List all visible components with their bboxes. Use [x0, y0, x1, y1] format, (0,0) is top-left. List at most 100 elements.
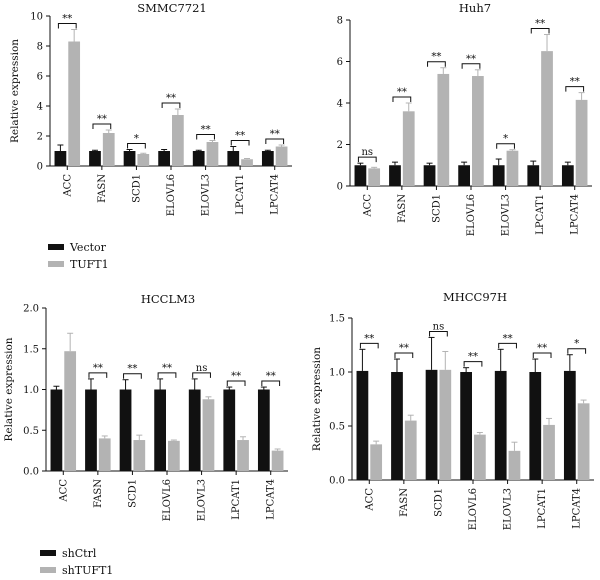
chart4-bar-s2-2 [439, 369, 452, 480]
chart2-category-label-0: ACC [362, 194, 373, 218]
chart1-bar-s2-0 [68, 41, 81, 166]
chart3-bar-s1-1 [85, 389, 97, 471]
chart3-sig-label-3: ** [162, 363, 172, 374]
chart1-sig-label-0: ** [62, 14, 72, 25]
chart4-bar-s1-1 [391, 372, 403, 480]
legend-bottom: shCtrl shTUFT1 [40, 546, 113, 580]
chart3-bar-s2-2 [133, 440, 146, 471]
chart1-title: SMMC7721 [137, 1, 207, 15]
chart1-sig-bracket-3 [161, 102, 181, 108]
legend-label-shctrl: shCtrl [62, 546, 97, 560]
chart4-category-label-6: LPCAT4 [572, 488, 583, 529]
chart1-category-label-0: ACC [62, 174, 73, 198]
chart4-ytick-label-3: 1.5 [329, 314, 345, 325]
chart3-bar-s2-1 [98, 438, 111, 471]
legend-item-shctrl: shCtrl [40, 546, 113, 560]
chart2-sig-bracket-6 [565, 86, 585, 92]
chart3-category-label-5: LPCAT1 [231, 479, 242, 520]
chart2-bar-s1-4 [492, 165, 505, 186]
chart1-category-label-6: LPCAT4 [270, 174, 281, 215]
chart1-sig-label-5: ** [235, 131, 245, 142]
chart2-sig-label-0: ns [361, 147, 373, 158]
chart3-ytick-label-2: 1.0 [23, 385, 39, 396]
chart1-bar-s2-6 [275, 146, 288, 166]
chart1-ylabel: Relative expression [9, 39, 21, 143]
chart2-bar-s1-6 [561, 165, 574, 186]
chart1-sig-label-3: ** [166, 93, 176, 104]
chart2-sig-bracket-3 [461, 63, 481, 69]
chart2-ytick-label-4: 8 [337, 16, 343, 27]
chart4-bar-s1-2 [425, 369, 438, 480]
chart4-sig-bracket-6 [567, 348, 587, 354]
chart1-bar-s1-2 [123, 151, 136, 166]
chart3-bar-s1-6 [257, 389, 270, 471]
chart1-ytick-label-1: 2 [37, 132, 43, 143]
chart1-bar-s2-1 [102, 133, 115, 166]
chart3-category-label-1: FASN [93, 479, 104, 508]
chart2-bar-s1-0 [354, 165, 367, 186]
legend-swatch-vector [48, 244, 64, 250]
chart2-bar-s2-0 [368, 168, 381, 186]
chart3-sig-bracket-1 [88, 372, 108, 378]
chart2-ytick-label-1: 2 [337, 140, 343, 151]
chart2-bar-s2-2 [437, 73, 450, 186]
chart3-category-label-2: SCD1 [127, 479, 138, 508]
chart4-bar-s2-6 [577, 403, 590, 480]
chart4-ytick-label-1: 0.5 [329, 422, 345, 433]
chart2-sig-bracket-1 [392, 96, 412, 102]
chart2-ytick-label-3: 6 [337, 57, 343, 68]
chart1-bar-s1-3 [158, 151, 170, 166]
chart3-ylabel: Relative expression [3, 337, 15, 441]
chart4-sig-label-1: ** [399, 343, 409, 354]
chart3-bar-s1-5 [223, 389, 236, 471]
chart3-sig-bracket-3 [157, 372, 177, 378]
chart1-sig-bracket-2 [127, 143, 146, 149]
chart3-bar-s2-4 [202, 399, 215, 471]
legend-swatch-shtuft1 [40, 567, 56, 573]
chart2-ytick-label-0: 0 [337, 182, 343, 193]
chart3-category-label-4: ELOVL3 [197, 479, 208, 521]
chart2-category-label-5: LPCAT1 [535, 194, 546, 235]
chart4-sig-bracket-3 [463, 361, 483, 367]
chart3-ytick-label-3: 1.5 [23, 344, 39, 355]
chart1-category-label-1: FASN [97, 174, 108, 203]
chart4-bar-s2-4 [508, 450, 521, 480]
chart1-sig-label-6: ** [270, 129, 280, 140]
chart2-sig-label-3: ** [466, 54, 476, 65]
chart4-bar-s1-6 [563, 370, 576, 480]
chart1-bar-s1-0 [54, 151, 67, 166]
chart3-sig-label-1: ** [93, 363, 103, 374]
chart2-sig-bracket-2 [427, 61, 446, 67]
legend-item-tuft1: TUFT1 [48, 257, 109, 271]
chart3-sig-bracket-5 [226, 380, 246, 387]
chart3-sig-bracket-4 [192, 372, 211, 378]
chart3-category-label-3: ELOVL6 [162, 479, 173, 521]
chart4-sig-label-3: ** [468, 352, 478, 363]
chart3-bar-s2-0 [64, 351, 77, 471]
chart2-sig-label-4: * [503, 134, 508, 145]
legend-label-vector: Vector [70, 240, 106, 254]
chart2-sig-label-5: ** [535, 19, 545, 30]
legend-label-tuft1: TUFT1 [70, 257, 109, 271]
legend-top: Vector TUFT1 [48, 240, 109, 274]
chart1-sig-bracket-0 [57, 23, 77, 29]
legend-swatch-shctrl [40, 550, 56, 556]
chart1-ytick-label-5: 10 [30, 12, 43, 23]
chart4-sig-bracket-5 [532, 352, 552, 359]
chart1-ytick-label-0: 0 [37, 162, 43, 173]
chart4-sig-label-4: ** [503, 333, 513, 344]
chart3-bar-s2-6 [271, 450, 284, 471]
chart4-category-label-5: LPCAT1 [537, 488, 548, 529]
chart2-category-label-1: FASN [397, 194, 408, 223]
chart1-category-label-4: ELOVL3 [201, 174, 212, 216]
chart4-bar-s2-1 [404, 420, 417, 480]
chart1-ytick-label-4: 8 [37, 42, 43, 53]
chart4-category-label-4: ELOVL3 [503, 488, 514, 530]
legend-swatch-tuft1 [48, 261, 64, 267]
chart2-sig-bracket-5 [530, 28, 550, 34]
chart1-sig-label-4: ** [201, 125, 211, 136]
chart4-bar-s2-5 [543, 424, 555, 480]
chart3-bar-s1-4 [188, 389, 201, 471]
chart2-sig-bracket-4 [496, 143, 515, 149]
